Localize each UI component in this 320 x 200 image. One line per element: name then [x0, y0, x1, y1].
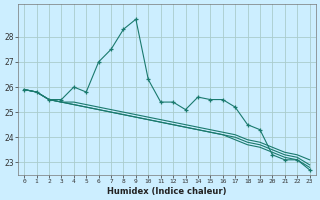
X-axis label: Humidex (Indice chaleur): Humidex (Indice chaleur)	[107, 187, 227, 196]
